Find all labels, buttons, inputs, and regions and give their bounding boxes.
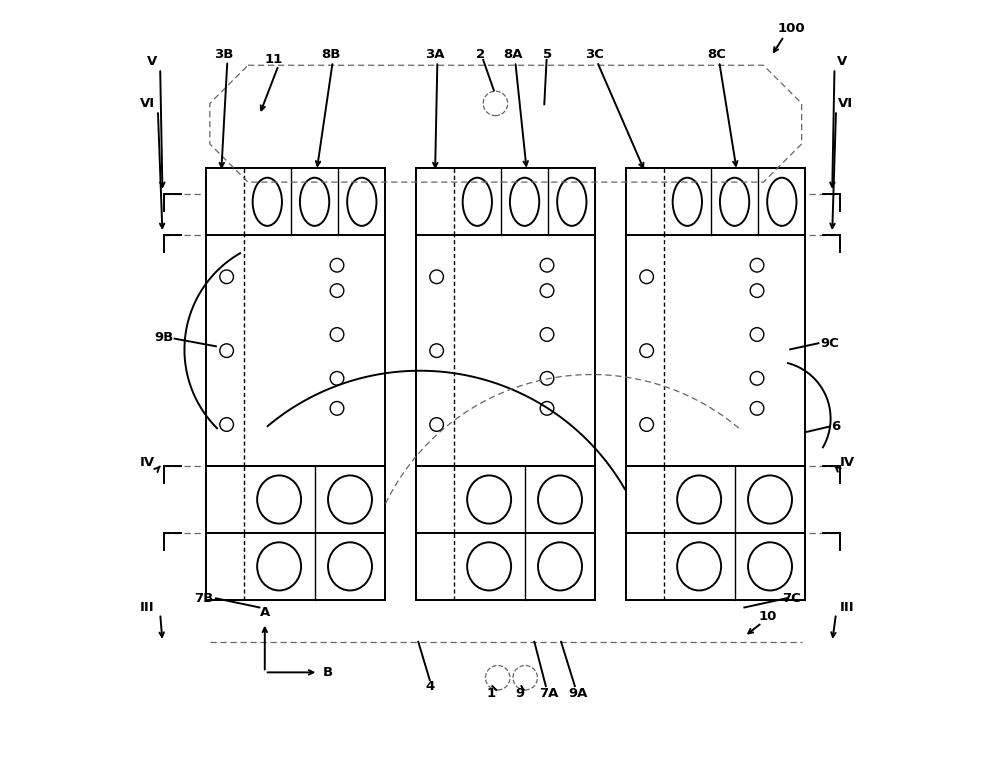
Ellipse shape (257, 542, 301, 591)
Circle shape (430, 344, 443, 357)
Ellipse shape (538, 542, 582, 591)
Text: 3A: 3A (425, 48, 445, 61)
Bar (626, 168, 805, 235)
Text: V: V (837, 55, 847, 68)
Ellipse shape (463, 178, 492, 226)
Circle shape (540, 327, 554, 341)
Bar (206, 168, 385, 235)
Text: 8B: 8B (321, 48, 340, 61)
Text: 2: 2 (476, 48, 485, 61)
Bar (626, 168, 805, 600)
Ellipse shape (673, 178, 702, 226)
Bar (416, 533, 595, 600)
Text: VI: VI (838, 97, 854, 110)
Circle shape (330, 401, 344, 415)
Bar (206, 168, 385, 600)
Text: 9: 9 (515, 687, 524, 700)
Text: 4: 4 (425, 679, 434, 692)
Ellipse shape (748, 476, 792, 523)
Text: 7B: 7B (194, 592, 213, 604)
Ellipse shape (748, 542, 792, 591)
Text: A: A (260, 606, 270, 619)
Circle shape (330, 327, 344, 341)
Ellipse shape (328, 542, 372, 591)
Ellipse shape (467, 542, 511, 591)
Bar (416, 168, 595, 235)
Circle shape (750, 401, 764, 415)
Circle shape (485, 665, 510, 690)
Ellipse shape (253, 178, 282, 226)
Circle shape (330, 284, 344, 297)
Ellipse shape (767, 178, 796, 226)
Ellipse shape (557, 178, 586, 226)
Text: 10: 10 (758, 610, 776, 623)
Text: 7A: 7A (539, 687, 559, 700)
Circle shape (513, 665, 537, 690)
Ellipse shape (467, 476, 511, 523)
Bar (626, 533, 805, 600)
Text: 8A: 8A (503, 48, 523, 61)
Text: 8C: 8C (707, 48, 726, 61)
Circle shape (540, 259, 554, 272)
Circle shape (330, 259, 344, 272)
Circle shape (483, 91, 508, 116)
Text: 9A: 9A (568, 687, 588, 700)
Ellipse shape (328, 476, 372, 523)
Bar (206, 533, 385, 600)
Circle shape (220, 418, 233, 432)
Circle shape (750, 259, 764, 272)
Circle shape (430, 270, 443, 283)
Text: 1: 1 (486, 687, 495, 700)
Ellipse shape (347, 178, 376, 226)
Bar (206, 466, 385, 533)
Circle shape (220, 270, 233, 283)
Text: 11: 11 (264, 52, 282, 66)
Text: 3B: 3B (214, 48, 233, 61)
Text: 5: 5 (543, 48, 552, 61)
Text: III: III (840, 601, 855, 614)
Text: 3C: 3C (585, 48, 604, 61)
Text: 100: 100 (778, 22, 806, 35)
Circle shape (540, 371, 554, 385)
Circle shape (750, 284, 764, 297)
Ellipse shape (300, 178, 329, 226)
Circle shape (750, 371, 764, 385)
Ellipse shape (677, 542, 721, 591)
Bar (416, 168, 595, 600)
Circle shape (540, 284, 554, 297)
Text: V: V (147, 55, 157, 68)
Circle shape (540, 401, 554, 415)
Circle shape (220, 344, 233, 357)
Ellipse shape (510, 178, 539, 226)
Text: 6: 6 (831, 420, 840, 433)
Circle shape (640, 270, 653, 283)
Circle shape (330, 371, 344, 385)
Circle shape (430, 418, 443, 432)
Ellipse shape (720, 178, 749, 226)
Bar (416, 466, 595, 533)
Text: VI: VI (140, 97, 155, 110)
Text: 9B: 9B (155, 331, 174, 344)
Text: 9C: 9C (821, 337, 839, 350)
Circle shape (640, 418, 653, 432)
Text: IV: IV (140, 456, 155, 469)
Ellipse shape (538, 476, 582, 523)
Circle shape (750, 327, 764, 341)
Ellipse shape (677, 476, 721, 523)
Text: IV: IV (840, 456, 855, 469)
Ellipse shape (257, 476, 301, 523)
Bar (626, 466, 805, 533)
Text: III: III (140, 601, 154, 614)
Text: 7C: 7C (782, 592, 801, 604)
Circle shape (640, 344, 653, 357)
Text: B: B (323, 666, 333, 679)
